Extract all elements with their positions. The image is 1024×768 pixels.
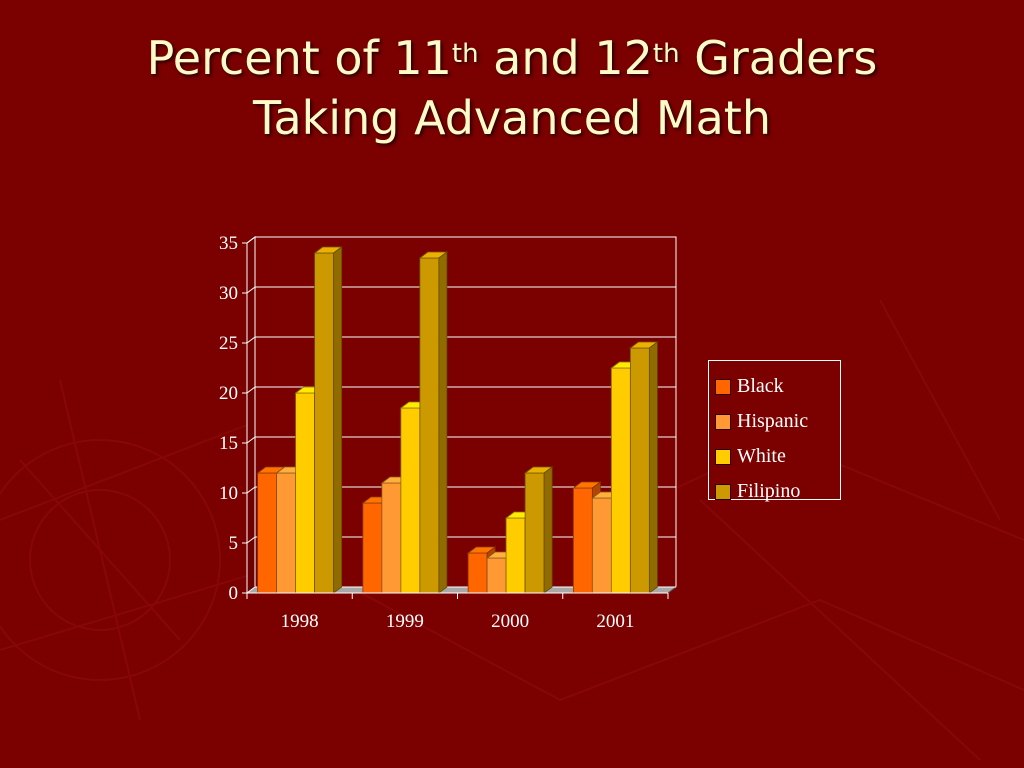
legend-swatch [715,378,731,395]
bar-front [295,392,316,594]
bar-front [505,517,526,594]
bar-side [648,341,658,594]
slide-title: Percent of 11th and 12th Graders Taking … [0,28,1024,148]
x-tick-label: 1999 [386,611,424,632]
bar-front [314,252,335,594]
legend-item-hispanic: Hispanic [715,404,840,439]
title-line-1: Percent of 11th and 12th Graders [0,28,1024,88]
title-part-b: and 12 [478,31,653,85]
gridline-side [246,236,256,244]
bar-filipino-2001 [629,341,659,594]
title-sup-2: th [652,39,680,69]
legend-label: Black [737,375,784,397]
y-tick-label: 0 [229,583,239,604]
title-part-a: Percent of 11 [146,31,452,85]
x-tick-label: 2001 [596,611,634,632]
y-tick-label: 25 [219,333,238,354]
bar-front [381,482,402,594]
chart-legend: Black Hispanic White Filipino [708,360,841,502]
y-tick-label: 15 [219,433,238,454]
gridline-side [246,336,256,344]
legend-item-black: Black [715,369,840,404]
y-axis-ticks: 0 5 10 15 20 25 30 35 [219,233,248,604]
legend-swatch [715,413,731,430]
x-tick-label: 1998 [281,611,319,632]
bar-filipino-2000 [523,466,554,594]
title-part-c: Graders [679,31,878,85]
bar-front [257,472,278,594]
gridline-side [246,486,256,494]
title-line-2: Taking Advanced Math [253,91,771,145]
bar-side [333,246,343,594]
bar-front [486,557,507,594]
bar-front [276,472,297,594]
legend-item-filipino: Filipino [715,474,840,509]
bar-front [400,407,421,594]
y-tick-label: 30 [219,283,238,304]
gridline-side [246,536,256,544]
legend-label: Filipino [737,480,801,502]
bar-front [572,487,593,594]
gridline-side [246,436,256,444]
y-tick-label: 35 [219,233,238,254]
gridline-side [246,286,256,294]
x-axis-ticks: 1998 1999 2000 2001 [246,592,669,632]
bar-filipino-1998 [313,246,343,594]
bar-front [362,502,383,594]
bar-front [629,347,650,594]
bar-front [591,497,612,594]
title-sup-1: th [451,39,479,69]
bar-front [610,367,631,594]
legend-label: Hispanic [737,410,809,432]
y-tick-label: 5 [229,533,239,554]
legend-item-white: White [715,439,840,474]
gridline-side [246,586,256,594]
legend-label: White [737,445,786,467]
y-tick-label: 10 [219,483,238,504]
bar-front [419,257,440,594]
bar-side [543,466,553,594]
legend-swatch [715,448,731,465]
bar-front [524,472,545,594]
bar-side [438,251,448,594]
gridline-side [246,386,256,394]
bar-front [467,552,488,594]
bar-filipino-1999 [418,251,449,594]
legend-swatch [715,483,731,500]
x-tick-label: 2000 [491,611,529,632]
y-tick-label: 20 [219,383,238,404]
